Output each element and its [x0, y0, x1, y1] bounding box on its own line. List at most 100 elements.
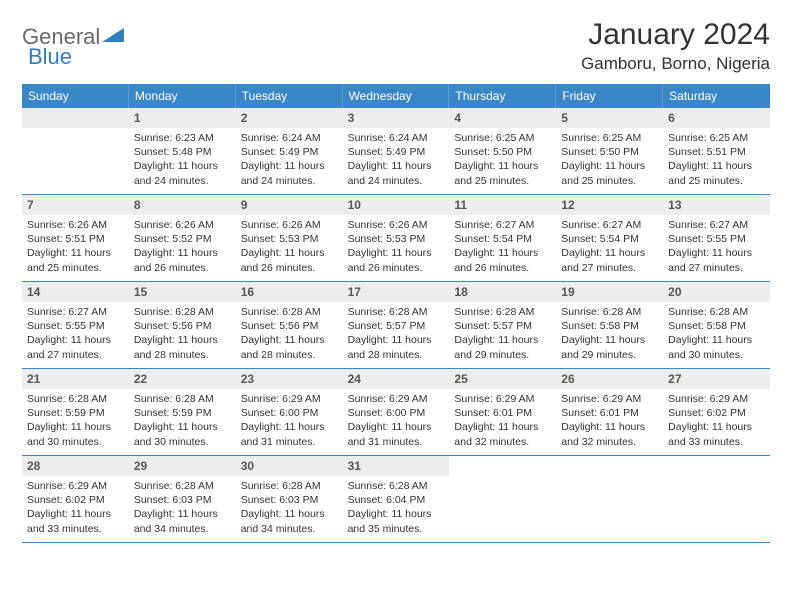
day-body: Sunrise: 6:28 AMSunset: 6:03 PMDaylight:…	[129, 476, 236, 541]
sunrise-text: Sunrise: 6:28 AM	[348, 305, 445, 319]
sunrise-text: Sunrise: 6:27 AM	[27, 305, 124, 319]
day-body: Sunrise: 6:28 AMSunset: 6:03 PMDaylight:…	[236, 476, 343, 541]
day-cell: 30Sunrise: 6:28 AMSunset: 6:03 PMDayligh…	[236, 456, 343, 542]
day-number: 29	[129, 456, 236, 476]
day-body: Sunrise: 6:27 AMSunset: 5:55 PMDaylight:…	[663, 215, 770, 280]
day-cell: 26Sunrise: 6:29 AMSunset: 6:01 PMDayligh…	[556, 369, 663, 455]
sunrise-text: Sunrise: 6:25 AM	[454, 131, 551, 145]
day-cell: 22Sunrise: 6:28 AMSunset: 5:59 PMDayligh…	[129, 369, 236, 455]
day-number: 13	[663, 195, 770, 215]
sunset-text: Sunset: 5:55 PM	[27, 319, 124, 333]
day-number: 14	[22, 282, 129, 302]
sunrise-text: Sunrise: 6:28 AM	[241, 305, 338, 319]
sunrise-text: Sunrise: 6:27 AM	[561, 218, 658, 232]
sunset-text: Sunset: 5:51 PM	[27, 232, 124, 246]
daylight-text: Daylight: 11 hours and 25 minutes.	[668, 159, 765, 187]
daylight-text: Daylight: 11 hours and 26 minutes.	[454, 246, 551, 274]
sunset-text: Sunset: 5:53 PM	[348, 232, 445, 246]
day-body: Sunrise: 6:27 AMSunset: 5:54 PMDaylight:…	[556, 215, 663, 280]
day-number: 12	[556, 195, 663, 215]
day-body: Sunrise: 6:28 AMSunset: 5:57 PMDaylight:…	[343, 302, 450, 367]
sunset-text: Sunset: 5:58 PM	[668, 319, 765, 333]
day-number: 28	[22, 456, 129, 476]
daylight-text: Daylight: 11 hours and 30 minutes.	[134, 420, 231, 448]
day-body: Sunrise: 6:28 AMSunset: 5:58 PMDaylight:…	[663, 302, 770, 367]
day-number: 6	[663, 108, 770, 128]
day-body: Sunrise: 6:26 AMSunset: 5:53 PMDaylight:…	[236, 215, 343, 280]
sunrise-text: Sunrise: 6:23 AM	[134, 131, 231, 145]
day-cell: 31Sunrise: 6:28 AMSunset: 6:04 PMDayligh…	[343, 456, 450, 542]
day-body: Sunrise: 6:25 AMSunset: 5:50 PMDaylight:…	[449, 128, 556, 193]
day-body: Sunrise: 6:29 AMSunset: 6:01 PMDaylight:…	[449, 389, 556, 454]
sunrise-text: Sunrise: 6:26 AM	[134, 218, 231, 232]
day-cell: 12Sunrise: 6:27 AMSunset: 5:54 PMDayligh…	[556, 195, 663, 281]
day-body: Sunrise: 6:29 AMSunset: 6:02 PMDaylight:…	[22, 476, 129, 541]
day-cell: 16Sunrise: 6:28 AMSunset: 5:56 PMDayligh…	[236, 282, 343, 368]
sunset-text: Sunset: 5:58 PM	[561, 319, 658, 333]
day-number: 15	[129, 282, 236, 302]
weekday-mon: Monday	[129, 84, 236, 108]
sunrise-text: Sunrise: 6:29 AM	[561, 392, 658, 406]
day-number: 24	[343, 369, 450, 389]
month-title: January 2024	[581, 18, 770, 52]
sunset-text: Sunset: 5:56 PM	[241, 319, 338, 333]
day-body: Sunrise: 6:25 AMSunset: 5:51 PMDaylight:…	[663, 128, 770, 193]
day-cell: 27Sunrise: 6:29 AMSunset: 6:02 PMDayligh…	[663, 369, 770, 455]
day-body: Sunrise: 6:28 AMSunset: 5:56 PMDaylight:…	[129, 302, 236, 367]
sunset-text: Sunset: 5:54 PM	[454, 232, 551, 246]
day-number: 23	[236, 369, 343, 389]
sunset-text: Sunset: 5:53 PM	[241, 232, 338, 246]
sunset-text: Sunset: 5:59 PM	[134, 406, 231, 420]
sunrise-text: Sunrise: 6:28 AM	[134, 479, 231, 493]
weekday-sat: Saturday	[663, 84, 770, 108]
sunset-text: Sunset: 6:02 PM	[27, 493, 124, 507]
sunset-text: Sunset: 5:48 PM	[134, 145, 231, 159]
week-row: 1Sunrise: 6:23 AMSunset: 5:48 PMDaylight…	[22, 108, 770, 195]
day-cell: 1 Sunrise: 6:23 AMSunset: 5:48 PMDaylight…	[129, 108, 236, 194]
daylight-text: Daylight: 11 hours and 24 minutes.	[134, 159, 231, 187]
day-body: Sunrise: 6:28 AMSunset: 5:59 PMDaylight:…	[22, 389, 129, 454]
day-cell: 3Sunrise: 6:24 AMSunset: 5:49 PMDaylight…	[343, 108, 450, 194]
daylight-text: Daylight: 11 hours and 30 minutes.	[27, 420, 124, 448]
day-body: Sunrise: 6:26 AMSunset: 5:53 PMDaylight:…	[343, 215, 450, 280]
day-number: 11	[449, 195, 556, 215]
daylight-text: Daylight: 11 hours and 28 minutes.	[348, 333, 445, 361]
day-number: 1	[129, 108, 236, 128]
sunset-text: Sunset: 6:04 PM	[348, 493, 445, 507]
day-body: Sunrise: 6:26 AMSunset: 5:52 PMDaylight:…	[129, 215, 236, 280]
sunset-text: Sunset: 5:56 PM	[134, 319, 231, 333]
sunrise-text: Sunrise: 6:29 AM	[668, 392, 765, 406]
location: Gamboru, Borno, Nigeria	[581, 54, 770, 74]
sunset-text: Sunset: 5:54 PM	[561, 232, 658, 246]
day-number	[663, 456, 770, 476]
day-number: 26	[556, 369, 663, 389]
day-body: Sunrise: 6:27 AMSunset: 5:55 PMDaylight:…	[22, 302, 129, 367]
day-cell: 19Sunrise: 6:28 AMSunset: 5:58 PMDayligh…	[556, 282, 663, 368]
weekday-fri: Friday	[556, 84, 663, 108]
daylight-text: Daylight: 11 hours and 31 minutes.	[241, 420, 338, 448]
sunset-text: Sunset: 5:49 PM	[348, 145, 445, 159]
day-number: 27	[663, 369, 770, 389]
day-number: 30	[236, 456, 343, 476]
day-number	[22, 108, 129, 128]
daylight-text: Daylight: 11 hours and 27 minutes.	[27, 333, 124, 361]
daylight-text: Daylight: 11 hours and 25 minutes.	[561, 159, 658, 187]
day-number: 16	[236, 282, 343, 302]
day-number: 2	[236, 108, 343, 128]
day-body: Sunrise: 6:27 AMSunset: 5:54 PMDaylight:…	[449, 215, 556, 280]
weekday-thu: Thursday	[449, 84, 556, 108]
day-cell	[22, 108, 129, 194]
daylight-text: Daylight: 11 hours and 24 minutes.	[241, 159, 338, 187]
sunrise-text: Sunrise: 6:26 AM	[241, 218, 338, 232]
day-body: Sunrise: 6:28 AMSunset: 5:59 PMDaylight:…	[129, 389, 236, 454]
day-number: 7	[22, 195, 129, 215]
sunset-text: Sunset: 6:03 PM	[134, 493, 231, 507]
sunrise-text: Sunrise: 6:25 AM	[668, 131, 765, 145]
day-number: 20	[663, 282, 770, 302]
daylight-text: Daylight: 11 hours and 34 minutes.	[134, 507, 231, 535]
day-cell: 23Sunrise: 6:29 AMSunset: 6:00 PMDayligh…	[236, 369, 343, 455]
day-body: Sunrise: 6:28 AMSunset: 5:56 PMDaylight:…	[236, 302, 343, 367]
daylight-text: Daylight: 11 hours and 34 minutes.	[241, 507, 338, 535]
day-body: Sunrise: 6:28 AMSunset: 6:04 PMDaylight:…	[343, 476, 450, 541]
logo-blue-row: Blue	[28, 44, 72, 70]
